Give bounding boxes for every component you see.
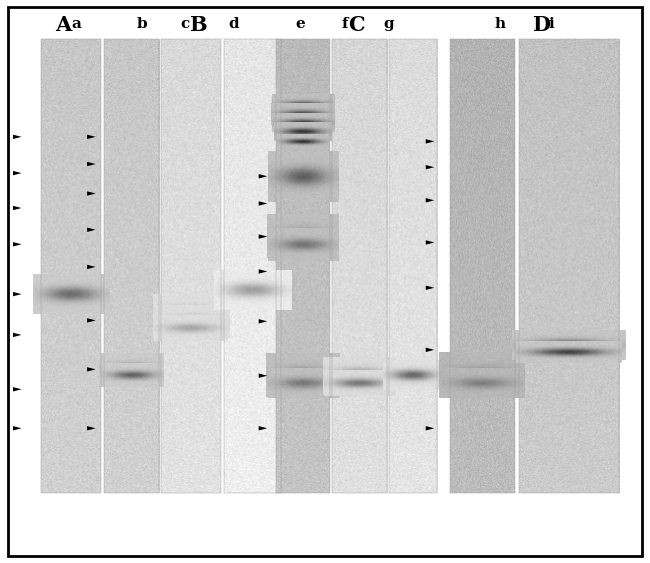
Text: a: a xyxy=(72,17,82,30)
Polygon shape xyxy=(259,319,267,324)
Polygon shape xyxy=(13,387,21,391)
Polygon shape xyxy=(87,367,96,372)
Text: b: b xyxy=(136,17,147,30)
Polygon shape xyxy=(426,426,434,431)
Polygon shape xyxy=(13,333,21,337)
Text: d: d xyxy=(229,17,239,30)
Text: h: h xyxy=(495,17,506,30)
Polygon shape xyxy=(13,135,21,139)
Bar xyxy=(332,39,387,493)
Polygon shape xyxy=(13,242,21,247)
Polygon shape xyxy=(87,191,96,196)
Polygon shape xyxy=(87,426,96,431)
Bar xyxy=(276,39,330,493)
Polygon shape xyxy=(259,174,267,178)
Bar xyxy=(389,39,437,493)
Bar xyxy=(104,39,159,493)
Text: f: f xyxy=(341,17,348,30)
Text: B: B xyxy=(189,15,207,35)
Polygon shape xyxy=(426,240,434,245)
Text: c: c xyxy=(181,17,190,30)
Polygon shape xyxy=(87,265,96,269)
Polygon shape xyxy=(87,318,96,323)
Bar xyxy=(519,39,619,493)
Bar xyxy=(41,39,101,493)
Bar xyxy=(450,39,515,493)
Polygon shape xyxy=(426,348,434,352)
Polygon shape xyxy=(87,135,96,139)
Polygon shape xyxy=(426,139,434,144)
Polygon shape xyxy=(13,426,21,431)
Text: D: D xyxy=(532,15,550,35)
Polygon shape xyxy=(259,269,267,274)
Polygon shape xyxy=(426,285,434,290)
Polygon shape xyxy=(259,234,267,239)
Polygon shape xyxy=(259,373,267,378)
Polygon shape xyxy=(13,206,21,210)
Text: e: e xyxy=(295,17,306,30)
Bar xyxy=(224,39,281,493)
Text: i: i xyxy=(549,17,554,30)
Text: C: C xyxy=(348,15,365,35)
Text: A: A xyxy=(56,15,72,35)
Polygon shape xyxy=(426,165,434,169)
Bar xyxy=(161,39,221,493)
Polygon shape xyxy=(259,426,267,431)
Polygon shape xyxy=(13,292,21,296)
Polygon shape xyxy=(87,162,96,166)
Polygon shape xyxy=(87,227,96,232)
Polygon shape xyxy=(426,198,434,203)
Polygon shape xyxy=(259,202,267,205)
Polygon shape xyxy=(13,171,21,175)
Text: g: g xyxy=(384,17,394,30)
